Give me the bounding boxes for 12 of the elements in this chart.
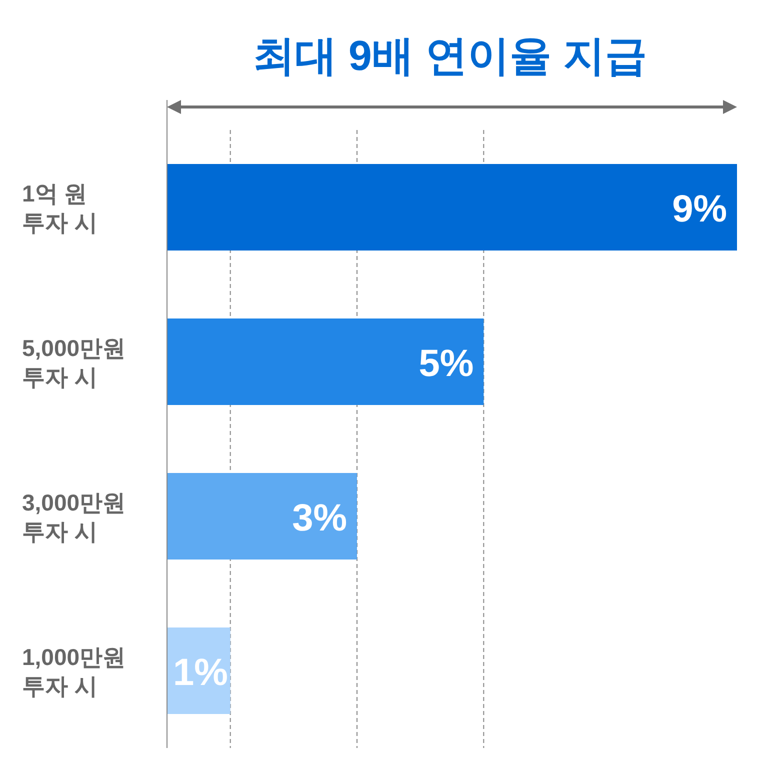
y-tick-label: 1억 원 투자 시 — [22, 180, 98, 236]
bar — [167, 164, 737, 251]
data-label: 9% — [672, 188, 727, 230]
data-label: 3% — [292, 497, 347, 540]
chart-title: 최대 9배 연이율 지급 — [252, 32, 648, 79]
y-tick-label: 3,000만원 투자 시 — [22, 489, 126, 544]
data-label: 1% — [173, 652, 228, 694]
bar — [167, 318, 484, 406]
data-label: 5% — [418, 342, 474, 385]
y-tick-label: 5,000만원 투자 시 — [22, 334, 126, 390]
bar — [167, 472, 357, 560]
y-tick-label: 1,000만원 투자 시 — [22, 644, 126, 699]
